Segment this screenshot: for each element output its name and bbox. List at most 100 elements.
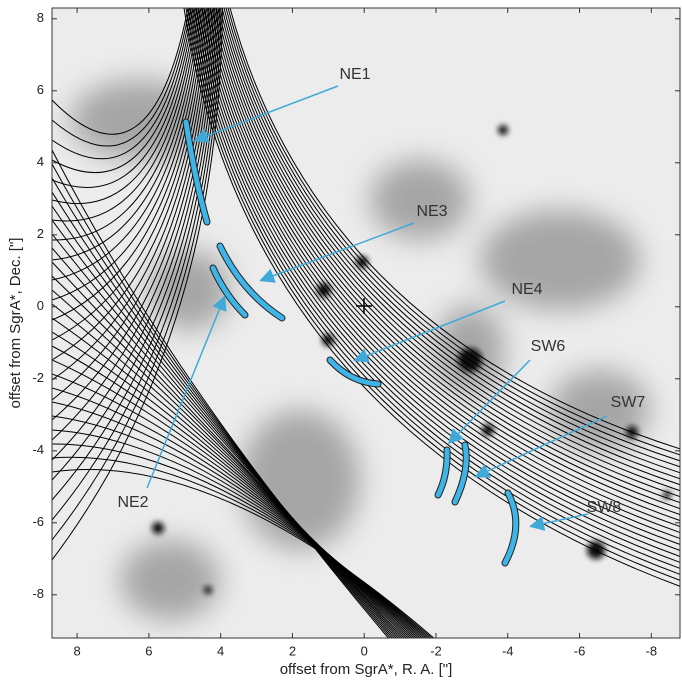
- trajectory: [185, 8, 680, 581]
- feature-label: NE1: [339, 66, 370, 83]
- trajectory: [209, 8, 680, 510]
- feature-arrow: [529, 513, 589, 531]
- trajectory: [207, 8, 680, 516]
- trajectory: [205, 8, 680, 521]
- y-axis-label: offset from SgrA*, Dec. ["]: [7, 238, 24, 409]
- trajectory: [199, 8, 680, 539]
- x-tick-label: 8: [74, 643, 81, 658]
- x-tick-label: 0: [361, 643, 368, 658]
- trajectory: [52, 163, 391, 638]
- trajectory: [203, 8, 680, 527]
- trajectory: [195, 8, 680, 551]
- feature-label: NE3: [416, 203, 447, 220]
- feature-arrow: [353, 300, 506, 363]
- feature-label: SW8: [587, 499, 622, 516]
- x-tick-label: -4: [502, 643, 514, 658]
- x-tick-label: -8: [646, 643, 658, 658]
- trajectory: [52, 8, 199, 241]
- feature-arrow: [474, 415, 608, 478]
- trajectory: [52, 8, 222, 541]
- trajectory: [52, 8, 217, 481]
- trajectory: [52, 8, 220, 521]
- feature-label: NE2: [117, 494, 148, 511]
- y-tick-label: -8: [32, 586, 44, 601]
- trajectory: [52, 8, 193, 174]
- feature-arc: [210, 265, 248, 318]
- y-tick-label: 6: [37, 82, 44, 97]
- trajectory: [52, 331, 415, 638]
- trajectory: [52, 8, 202, 281]
- trajectory: [52, 8, 211, 401]
- feature-arrow: [259, 222, 415, 283]
- plot-frame: [51, 7, 681, 639]
- trajectory: [217, 8, 680, 486]
- trajectory: [211, 8, 680, 504]
- trajectory: [52, 8, 216, 461]
- trajectory: [52, 8, 196, 205]
- trajectory: [52, 373, 421, 638]
- trajectory: [52, 233, 401, 638]
- feature-arc: [217, 243, 285, 321]
- feature-label: SW6: [531, 338, 566, 355]
- trajectory: [221, 8, 680, 474]
- trajectory: [215, 8, 680, 492]
- trajectory: [52, 345, 417, 638]
- trajectory: [52, 8, 204, 301]
- x-tick-label: 4: [217, 643, 224, 658]
- feature-arrow: [146, 295, 227, 489]
- x-axis-label: offset from SgrA*, R. A. ["]: [280, 661, 453, 678]
- trajectory: [52, 247, 403, 638]
- trajectory: [52, 177, 393, 638]
- trajectory: [52, 8, 192, 160]
- feature-arrow: [447, 359, 531, 445]
- trajectory: [213, 8, 680, 498]
- trajectory: [52, 317, 413, 638]
- feature-arc: [435, 447, 450, 498]
- trajectory: [52, 8, 210, 381]
- y-tick-label: -2: [32, 370, 44, 385]
- trajectory: [52, 8, 214, 441]
- trajectory: [223, 8, 680, 468]
- trajectory: [52, 8, 189, 135]
- y-tick-label: -4: [32, 442, 44, 457]
- trajectory: [52, 469, 435, 638]
- trajectory: [201, 8, 680, 533]
- x-tick-label: 2: [289, 643, 296, 658]
- y-tick-label: -6: [32, 514, 44, 529]
- trajectory: [52, 205, 397, 638]
- trajectory: [52, 8, 207, 341]
- trajectory: [52, 303, 411, 638]
- trajectory: [52, 149, 389, 638]
- y-tick-label: 4: [37, 154, 44, 169]
- feature-arc: [502, 490, 519, 566]
- x-tick-label: -6: [574, 643, 586, 658]
- trajectory: [52, 8, 201, 261]
- y-tick-label: 8: [37, 10, 44, 25]
- y-tick-label: 0: [37, 298, 44, 313]
- trajectory: [52, 8, 205, 321]
- trajectory: [197, 8, 680, 545]
- x-tick-label: -2: [430, 643, 442, 658]
- trajectory: [219, 8, 680, 480]
- feature-arc: [452, 442, 469, 505]
- trajectory: [193, 8, 680, 557]
- y-tick-label: 2: [37, 226, 44, 241]
- feature-label: SW7: [611, 394, 646, 411]
- trajectory: [52, 359, 419, 638]
- sky-image: [52, 8, 680, 638]
- trajectory: [227, 8, 680, 456]
- trajectory: [52, 8, 195, 188]
- trajectory: [52, 261, 405, 638]
- feature-arc: [183, 119, 210, 225]
- trajectory: [52, 191, 395, 638]
- feature-label: NE4: [511, 281, 542, 298]
- trajectory: [52, 8, 219, 501]
- trajectory: [52, 8, 198, 222]
- trajectory: [52, 8, 190, 147]
- trajectory: [52, 289, 409, 638]
- trajectory: [52, 8, 223, 561]
- x-tick-label: 6: [145, 643, 152, 658]
- trajectory: [189, 8, 680, 569]
- trajectory: [52, 8, 208, 361]
